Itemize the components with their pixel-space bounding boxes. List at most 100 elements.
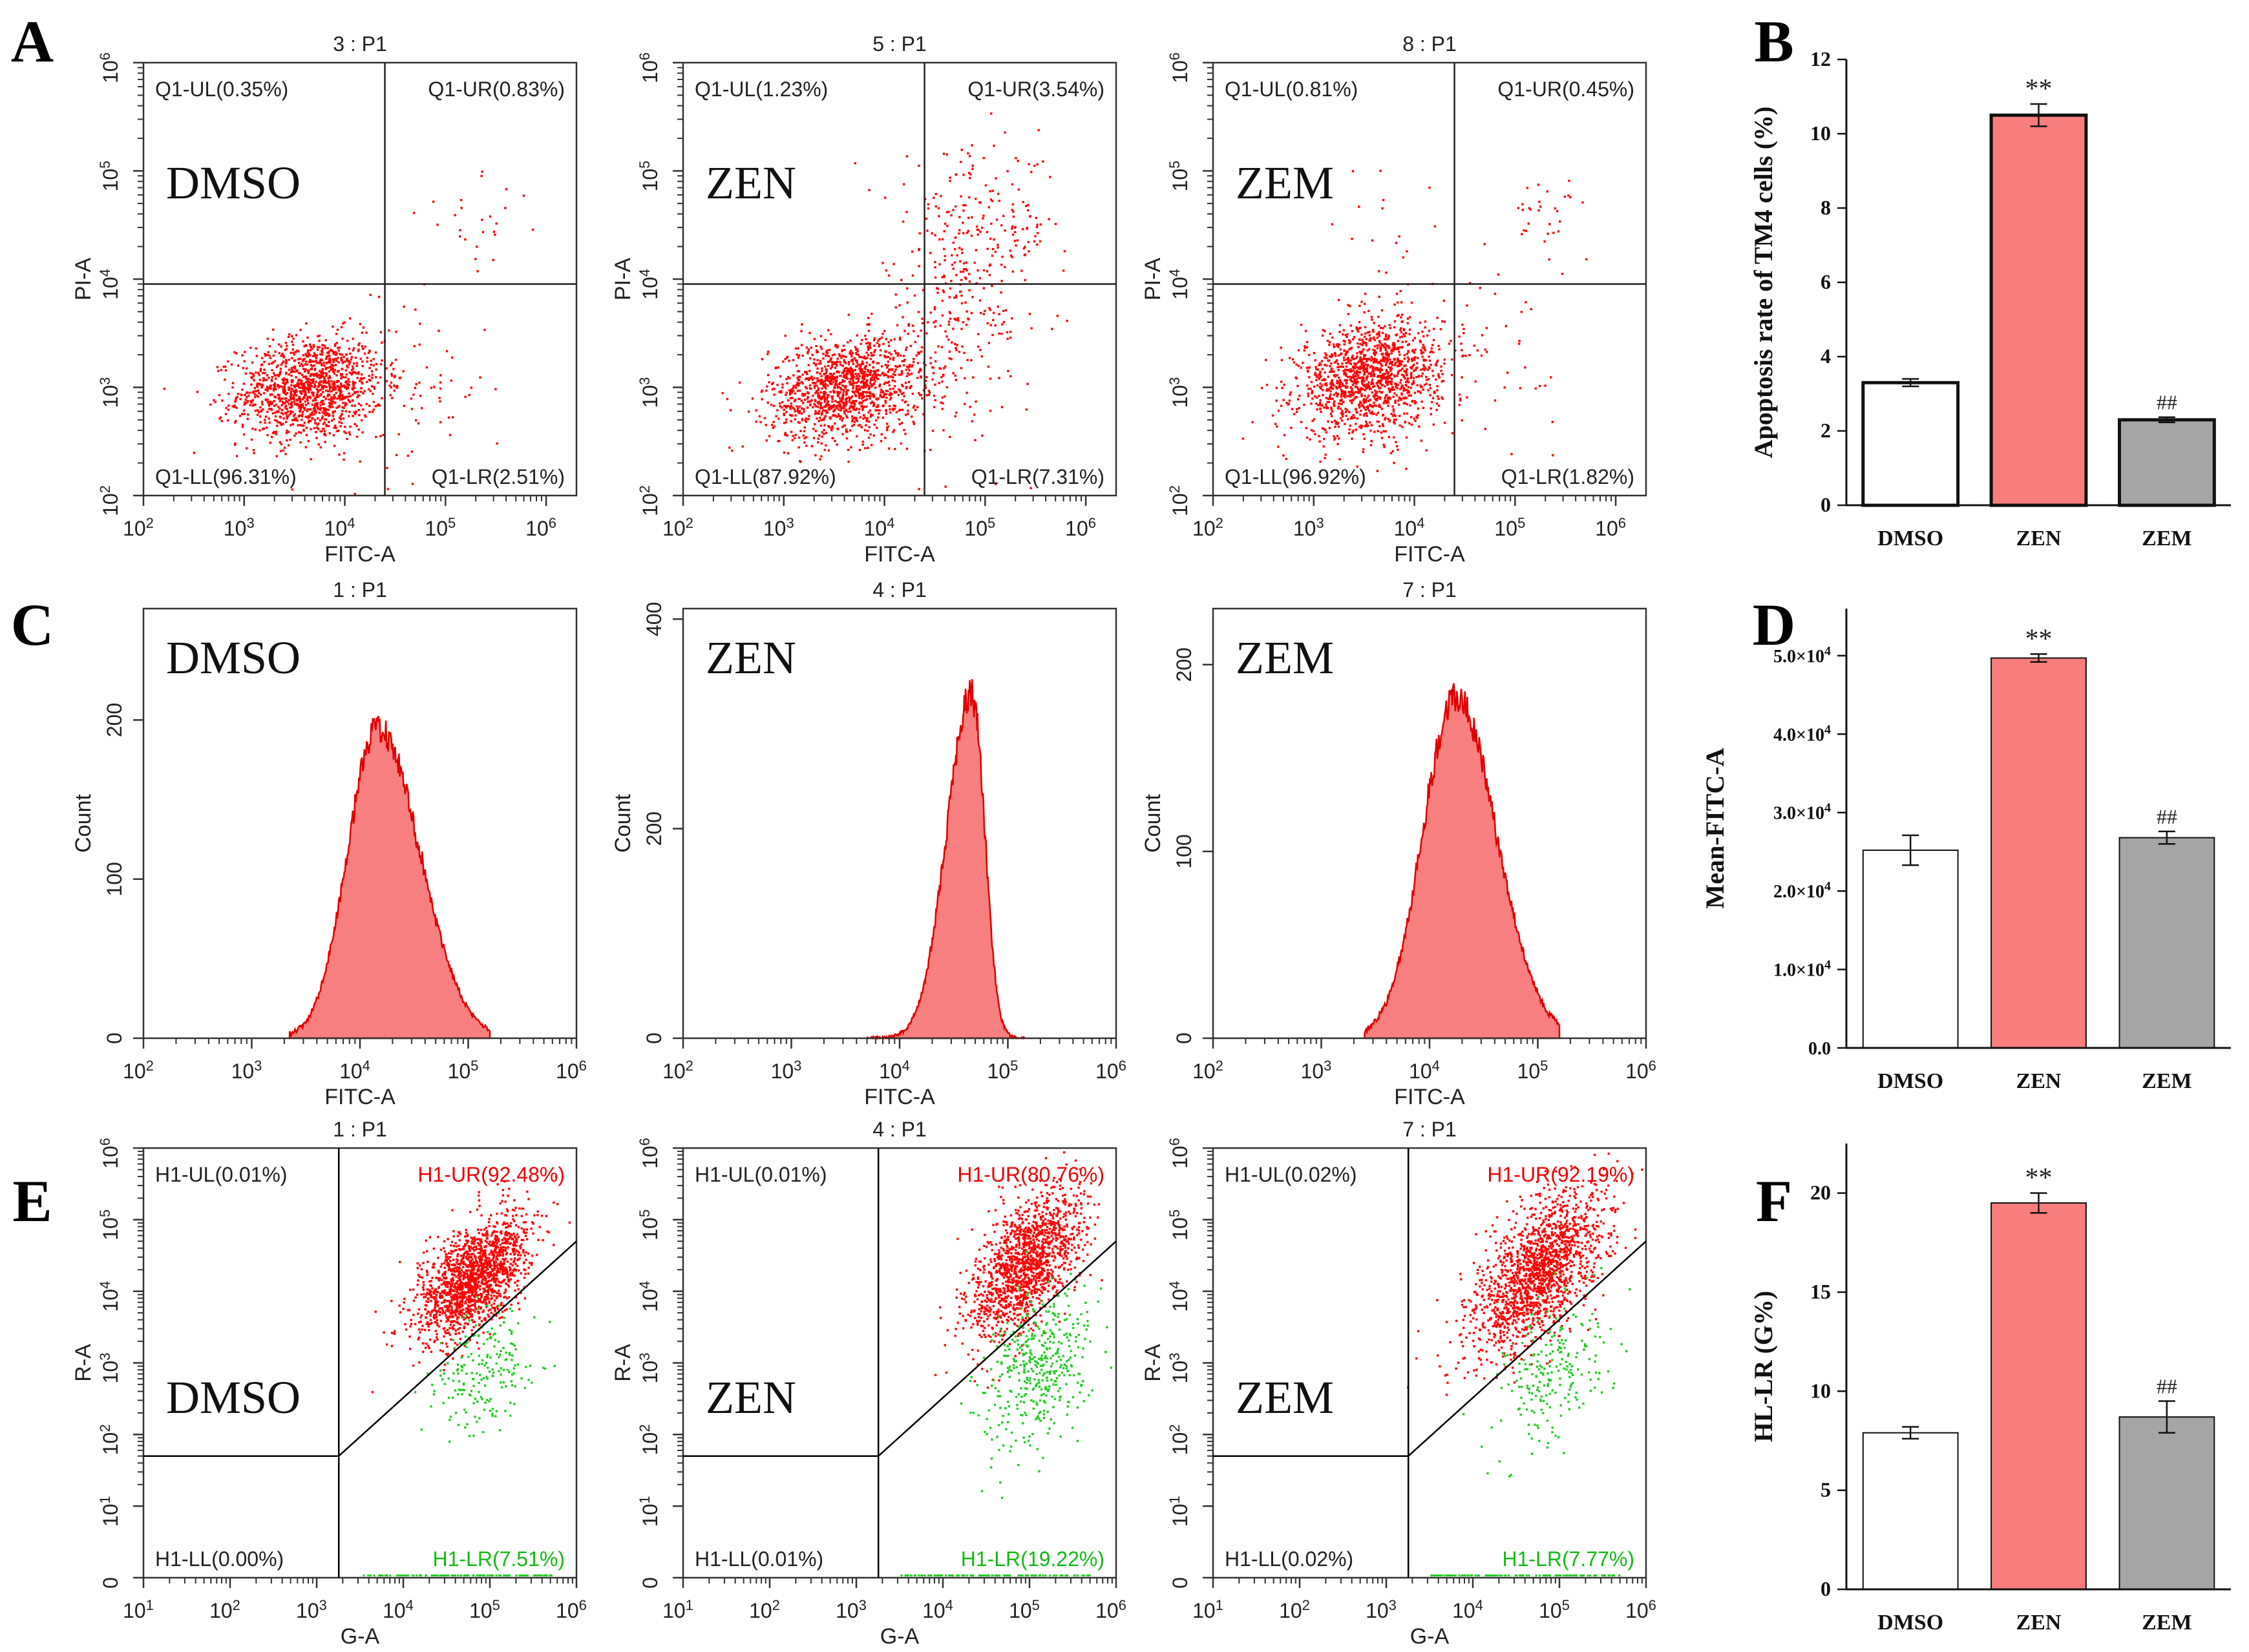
- plot-a3-dot-red: [1370, 364, 1373, 368]
- plot-a1-dot-red: [342, 397, 344, 400]
- plot-a1-dot-red: [323, 364, 326, 367]
- plot-a2-dot-red: [860, 342, 862, 345]
- plot-a2-dot-red: [1025, 408, 1028, 411]
- plot-a2-dot-red: [942, 152, 945, 155]
- plot-a3-dot-red: [1425, 449, 1428, 452]
- plot-a2-dot-red: [827, 384, 829, 387]
- plot-a1-dot-red: [417, 422, 420, 424]
- plot-a3-dot-red: [1341, 410, 1344, 412]
- plot-a3-dot-red: [1380, 343, 1383, 346]
- plot-a1-dot-red: [293, 394, 295, 397]
- plot-a2-dot-red: [860, 381, 862, 384]
- plot-a2-dot-red: [960, 149, 963, 151]
- plot-a2-dot-red: [894, 350, 896, 352]
- plot-a3-dot-red: [1375, 368, 1377, 371]
- plot-a1-dot-red: [319, 406, 322, 410]
- plot-a2-dot-red: [967, 317, 969, 320]
- plot-a1-dot-red: [418, 343, 421, 346]
- plot-a1-dot-red: [254, 428, 257, 431]
- plot-a2-dot-red: [1063, 250, 1066, 253]
- plot-a3-dot-red: [1527, 222, 1530, 225]
- tick-exponent: 2: [97, 485, 113, 493]
- plot-a3-dot-red: [1400, 320, 1403, 323]
- plot-a3-dot-red: [1309, 388, 1312, 390]
- plot-a3-dot-red: [1320, 410, 1322, 413]
- plot-a1-dot-red: [340, 326, 343, 329]
- plot-a3-dot-red: [1360, 333, 1363, 336]
- plot-a3-dot-red: [1385, 369, 1388, 371]
- plot-a2-dot-red: [856, 362, 859, 364]
- plot-a3-dot-red: [1378, 368, 1381, 371]
- plot-a3-dot-red: [1363, 311, 1366, 314]
- plot-a3-dot-red: [1386, 379, 1388, 382]
- plot-a1-dot-red: [293, 353, 295, 356]
- plot-a2-dot-red: [835, 344, 838, 346]
- plot-a1-dot-red: [289, 438, 291, 441]
- plot-a3-dot-red: [1422, 351, 1425, 354]
- plot-a3-dot-red: [1358, 404, 1361, 408]
- plot-a2-dot-red: [916, 362, 920, 364]
- plot-a2-dot-red: [797, 375, 800, 378]
- plot-a3-dot-red: [1388, 380, 1391, 383]
- plot-a3-dot-red: [1437, 373, 1440, 376]
- plot-a1-dot-red: [299, 328, 302, 331]
- plot-a1-dot-red: [246, 367, 248, 370]
- plot-a2-dot-red: [944, 485, 947, 488]
- plot-a3-dot-red: [1287, 403, 1290, 405]
- plot-a2-dot-red: [882, 262, 884, 264]
- plot-a1-dot-red: [234, 401, 237, 403]
- plot-a2-dot-red: [833, 362, 836, 365]
- plot-a2-dot-red: [929, 357, 932, 359]
- plot-a3-dot-red: [1303, 349, 1305, 352]
- plot-a1-dot-red: [249, 371, 252, 375]
- plot-a1-dot-red: [224, 365, 227, 368]
- plot-a2-dot-red: [963, 351, 966, 354]
- plot-a3-dot-red: [1391, 405, 1394, 408]
- plot-a1-dot-red: [407, 454, 409, 457]
- plot-a2-dot-red: [839, 417, 841, 420]
- plot-a3-dot-red: [1346, 418, 1349, 421]
- plot-a3-dot-red: [1324, 428, 1327, 432]
- plot-a1-dot-red: [282, 388, 284, 391]
- plot-a3-dot-red: [1324, 383, 1326, 386]
- plot-a3-dot-red: [1358, 339, 1361, 341]
- plot-a1-dot-red: [264, 419, 266, 421]
- plot-a3-dot-red: [1420, 375, 1423, 377]
- plot-a2-dot-red: [864, 334, 867, 337]
- plot-a1-dot-red: [333, 381, 335, 383]
- plot-a2-dot-red: [847, 389, 849, 392]
- plot-a2-dot-red: [955, 412, 958, 414]
- plot-a2-dot-red: [836, 407, 838, 410]
- plot-a2-dot-red: [792, 359, 795, 362]
- plot-a3-dot-red: [1366, 370, 1369, 373]
- plot-a1-dot-red: [348, 433, 352, 436]
- plot-a2-dot-red: [791, 397, 794, 399]
- plot-a2-dot-red: [862, 417, 865, 420]
- plot-a1-dot-red: [334, 351, 337, 353]
- plot-a3-dot-red: [1388, 358, 1391, 361]
- plot-a3-dot-red: [1369, 339, 1371, 342]
- plot-a2-dot-red: [887, 447, 891, 450]
- plot-a2-dot-red: [1048, 218, 1050, 220]
- plot-a2-dot-red: [792, 374, 795, 377]
- plot-a2-dot-red: [851, 378, 854, 381]
- plot-a2-dot-red: [830, 427, 833, 430]
- plot-a3-dot-red: [1494, 293, 1497, 295]
- plot-a1-dot-red: [470, 386, 472, 389]
- plot-a3-dot-red: [1355, 371, 1358, 374]
- plot-a3-dot-red: [1371, 412, 1373, 415]
- plot-a2-dot-red: [839, 415, 842, 418]
- plot-a1-dot-red: [248, 392, 251, 394]
- plot-a2-dot-red: [906, 372, 909, 375]
- plot-a1-dot-red: [339, 425, 342, 428]
- plot-a3-dot-red: [1358, 320, 1361, 324]
- plot-a2-dot-red: [826, 377, 829, 380]
- plot-a3-dot-red: [1365, 420, 1367, 423]
- plot-a2-dot-red: [942, 373, 945, 376]
- plot-a2-dot-red: [862, 400, 865, 403]
- plot-a3-dot-red: [1357, 377, 1360, 379]
- plot-a3-dot-red: [1404, 377, 1406, 380]
- plot-a1-dot-red: [474, 258, 477, 260]
- plot-a3-dot-red: [1408, 333, 1411, 335]
- plot-a3-dot-red: [1280, 359, 1283, 361]
